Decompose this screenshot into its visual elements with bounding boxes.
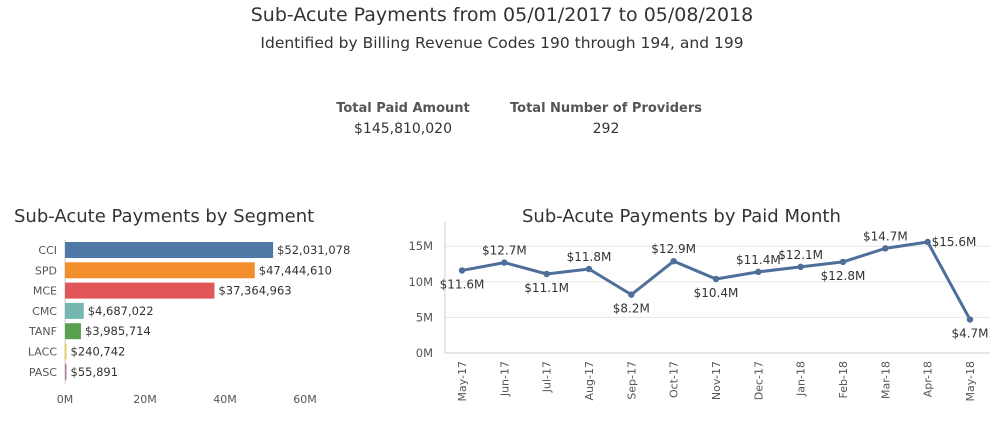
- line-x-tick: Aug-17: [583, 361, 596, 400]
- bar-value-label: $3,985,714: [85, 324, 151, 338]
- line-data-label: $11.6M: [440, 277, 485, 291]
- line-point: [755, 268, 762, 276]
- line-point: [543, 270, 550, 278]
- line-data-label: $10.4M: [694, 286, 739, 300]
- line-data-label: $12.8M: [821, 269, 866, 283]
- line-point: [458, 267, 466, 274]
- bar-pasc: [65, 363, 67, 380]
- line-point: [712, 275, 720, 283]
- line-y-tick: 10M: [408, 275, 433, 289]
- line-point: [670, 257, 677, 265]
- bar-cmc: [65, 302, 84, 319]
- line-x-tick: Dec-17: [752, 361, 765, 400]
- dashboard-title: Sub-Acute Payments from 05/01/2017 to 05…: [250, 4, 754, 26]
- bar-lacc: [65, 343, 67, 360]
- line-x-tick: Nov-17: [710, 361, 723, 400]
- line-y-tick: 5M: [416, 310, 433, 324]
- bar-x-tick: 40M: [213, 393, 237, 406]
- bar-value-label: $47,444,610: [259, 263, 332, 277]
- kpi-providers-value: 292: [592, 121, 620, 137]
- line-point: [924, 238, 931, 246]
- bar-cci: [65, 242, 274, 258]
- bar-value-label: $55,891: [71, 365, 119, 379]
- line-x-tick: Sep-17: [625, 361, 638, 400]
- bar-category-label: LACC: [28, 346, 57, 359]
- bar-category-label: CCI: [38, 244, 57, 257]
- line-data-label: $15.6M: [932, 235, 977, 249]
- bar-x-tick: 60M: [293, 393, 317, 406]
- line-data-label: $14.7M: [863, 229, 908, 243]
- line-data-label: $11.1M: [524, 281, 569, 295]
- line-data-label: $12.9M: [651, 242, 696, 256]
- line-x-tick: Feb-18: [837, 361, 850, 398]
- bar-x-tick: 20M: [133, 393, 157, 406]
- bar-tanf: [65, 323, 81, 340]
- kpi-total-paid-label: Total Paid Amount: [336, 101, 470, 116]
- bar-category-label: SPD: [35, 264, 57, 277]
- bar-category-label: CMC: [32, 305, 57, 318]
- bar-x-tick: 0M: [57, 393, 74, 406]
- line-point: [882, 245, 889, 252]
- bar-category-label: MCE: [33, 285, 57, 298]
- line-x-tick: Oct-17: [668, 361, 681, 398]
- line-data-label: $8.2M: [613, 302, 650, 316]
- line-x-tick: Jan-18: [795, 361, 808, 397]
- kpi-providers-label: Total Number of Providers: [510, 101, 702, 116]
- kpi-providers: Total Number of Providers 292: [495, 101, 717, 137]
- bar-category-label: TANF: [28, 325, 57, 338]
- line-x-tick: May-17: [456, 361, 469, 402]
- line-x-tick: Apr-18: [922, 361, 935, 397]
- dashboard-subtitle: Identified by Billing Revenue Codes 190 …: [260, 34, 744, 52]
- line-point: [585, 265, 593, 273]
- bar-value-label: $240,742: [71, 345, 126, 359]
- kpi-total-paid: Total Paid Amount $145,810,020: [318, 101, 488, 137]
- bar-spd: [65, 262, 255, 279]
- line-point: [966, 316, 974, 323]
- line-point: [797, 263, 804, 271]
- line-data-label: $12.7M: [482, 244, 527, 258]
- line-data-label: $4.7M: [951, 327, 988, 341]
- line-x-tick: Jun-17: [498, 361, 511, 397]
- bar-mce: [65, 282, 215, 299]
- line-point: [839, 258, 847, 266]
- kpi-total-paid-value: $145,810,020: [354, 121, 452, 137]
- line-point: [628, 291, 635, 298]
- line-x-tick: Jul-17: [541, 361, 554, 393]
- bar-value-label: $4,687,022: [88, 304, 154, 318]
- line-x-tick: May-18: [964, 361, 977, 402]
- line-data-label: $11.4M: [736, 253, 781, 267]
- bar-value-label: $52,031,078: [277, 243, 350, 257]
- segment-chart-title: Sub-Acute Payments by Segment: [14, 206, 315, 227]
- bar-category-label: PASC: [29, 366, 57, 379]
- line-y-tick: 0M: [416, 346, 433, 360]
- line-point: [501, 259, 508, 266]
- line-data-label: $11.8M: [567, 250, 612, 264]
- line-x-tick: Mar-18: [879, 361, 892, 399]
- month-chart-title: Sub-Acute Payments by Paid Month: [522, 206, 841, 227]
- bar-value-label: $37,364,963: [218, 284, 291, 298]
- line-data-label: $12.1M: [778, 248, 823, 262]
- line-y-tick: 15M: [408, 239, 433, 253]
